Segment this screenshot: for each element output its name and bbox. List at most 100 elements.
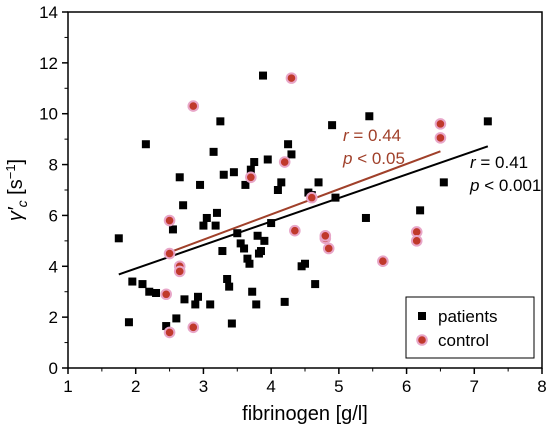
control-point xyxy=(322,242,335,255)
patient-point xyxy=(267,219,276,228)
patient-point xyxy=(206,300,215,309)
x-tick-label: 7 xyxy=(470,377,479,396)
p-value-annotation: p < 0.001 xyxy=(469,176,541,195)
patient-point xyxy=(277,178,286,187)
patient-point xyxy=(280,297,289,306)
x-tick-label: 4 xyxy=(266,377,275,396)
y-tick-label: 8 xyxy=(49,156,58,175)
patient-point xyxy=(141,140,150,149)
patient-point xyxy=(145,287,154,296)
patient-point xyxy=(236,239,245,248)
patient-point xyxy=(124,318,133,327)
patient-point xyxy=(216,117,225,126)
control-point xyxy=(163,326,176,339)
patient-point xyxy=(331,193,340,202)
patient-point xyxy=(223,275,232,283)
patient-point xyxy=(219,170,228,179)
patient-point xyxy=(202,213,211,222)
y-tick-label: 2 xyxy=(49,308,58,327)
control-point xyxy=(377,255,389,268)
control-point xyxy=(163,247,176,260)
patient-point xyxy=(138,280,147,289)
x-tick-label: 8 xyxy=(537,377,546,396)
patient-point xyxy=(253,231,262,240)
legend-label-patients: patients xyxy=(438,307,498,326)
y-tick-label: 14 xyxy=(39,3,58,22)
r-value-annotation: r = 0.41 xyxy=(470,153,528,172)
patient-point xyxy=(229,168,238,177)
control-point xyxy=(187,321,200,334)
x-tick-label: 6 xyxy=(402,377,411,396)
patient-point xyxy=(483,117,492,126)
patient-point xyxy=(191,300,200,309)
patient-point xyxy=(227,319,236,328)
regression-line-patients xyxy=(118,145,489,276)
patient-point xyxy=(361,213,370,222)
patient-point xyxy=(301,259,309,268)
patient-point xyxy=(180,295,189,304)
patient-point xyxy=(439,178,448,187)
patient-point xyxy=(196,180,205,189)
patient-point xyxy=(175,173,184,182)
patient-point xyxy=(260,236,269,245)
patient-point xyxy=(199,221,208,230)
patient-point xyxy=(416,206,425,215)
patient-point xyxy=(225,282,234,291)
patient-point xyxy=(256,247,265,256)
y-axis-ticks: 0 2 4 6 8 10 12 14 xyxy=(39,3,68,378)
patient-point xyxy=(240,244,249,253)
x-tick-label: 3 xyxy=(199,377,208,396)
patient-point xyxy=(248,287,257,296)
patient-point xyxy=(194,292,203,301)
control-point xyxy=(278,156,291,168)
patient-point xyxy=(168,225,177,234)
control-point xyxy=(245,171,257,184)
x-tick-label: 1 xyxy=(63,377,72,396)
y-tick-label: 6 xyxy=(49,206,58,225)
legend-marker-control xyxy=(416,334,428,346)
patient-point xyxy=(250,158,259,167)
patient-point xyxy=(209,147,218,156)
legend-label-control: control xyxy=(438,331,489,350)
patient-point xyxy=(218,247,227,256)
patient-point xyxy=(287,150,296,159)
y-tick-label: 10 xyxy=(39,105,58,124)
control-point xyxy=(319,229,332,242)
patient-point xyxy=(311,280,320,289)
patient-point xyxy=(273,186,282,194)
patient-point xyxy=(233,229,242,238)
patient-point xyxy=(246,165,255,174)
data-points xyxy=(114,71,492,339)
x-axis-ticks: 1 2 3 4 5 6 7 8 xyxy=(63,368,547,396)
patient-point xyxy=(241,180,250,189)
control-point xyxy=(173,265,186,278)
patient-point xyxy=(328,121,337,130)
regression-line-control xyxy=(165,150,441,255)
patient-point xyxy=(162,322,171,331)
patient-point xyxy=(284,140,293,149)
patient-point xyxy=(152,288,161,297)
y-tick-label: 4 xyxy=(49,257,58,276)
patient-point xyxy=(245,259,254,268)
y-axis-title: γ′c [s−1] xyxy=(3,159,30,221)
control-point xyxy=(434,132,447,144)
control-point xyxy=(410,235,423,247)
x-tick-label: 5 xyxy=(334,377,343,396)
patient-point xyxy=(263,155,272,164)
patient-point xyxy=(212,208,221,217)
patient-point xyxy=(259,71,268,80)
patient-point xyxy=(252,300,261,309)
patient-point xyxy=(243,254,252,263)
control-point xyxy=(434,118,447,130)
patient-point xyxy=(365,112,374,121)
legend: patients control xyxy=(405,296,535,359)
legend-marker-patients xyxy=(418,312,426,320)
control-point xyxy=(187,100,200,112)
patient-point xyxy=(128,277,137,286)
control-point xyxy=(160,288,172,301)
patient-point xyxy=(114,234,123,243)
patient-point xyxy=(314,178,323,187)
control-point xyxy=(285,72,298,84)
control-point xyxy=(289,224,301,237)
